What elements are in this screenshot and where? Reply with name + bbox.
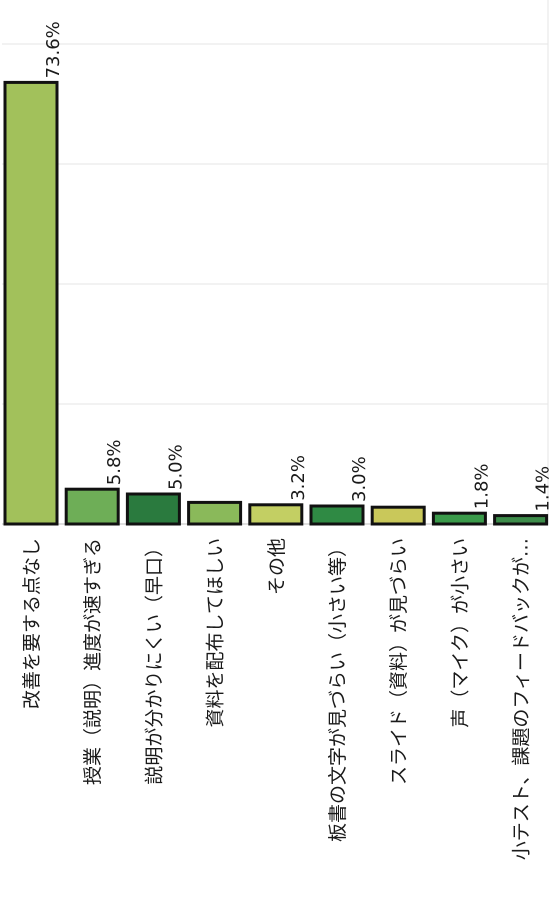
bar [248, 503, 304, 526]
bar [431, 511, 487, 526]
bar [493, 514, 549, 526]
category-label: 説明が分かりにくい（早口） [143, 538, 165, 785]
value-label: 3.2% [288, 455, 309, 501]
category-label: スライド（資料）が見づらい [388, 538, 410, 785]
value-label: 1.8% [471, 463, 492, 509]
category-label: 小テスト、課題のフィードバックが… [511, 538, 533, 860]
gridlines [2, 0, 549, 525]
category-label: 資料を配布してほしい [205, 538, 227, 727]
category-label: 声（マイク）が小さい [449, 538, 471, 728]
value-labels: 73.6% 5.8% 5.0% 3.2% 3.0% 1.8% 1.4% [43, 21, 554, 511]
category-label: 板書の文字が見づらい（小さい等） [327, 538, 349, 842]
value-label: 5.8% [104, 439, 125, 485]
category-label: その他 [266, 538, 288, 595]
category-label: 授業（説明）進度が速すぎる [82, 538, 104, 785]
bars [3, 80, 549, 526]
bar [64, 487, 120, 526]
bar [125, 492, 181, 526]
value-label: 5.0% [165, 444, 186, 490]
bar [370, 505, 426, 526]
bar [3, 80, 59, 526]
bar [187, 500, 243, 526]
category-labels: 改善を要する点なし 授業（説明）進度が速すぎる 説明が分かりにくい（早口） 資料を配布… [21, 538, 533, 860]
category-label: 改善を要する点なし [21, 538, 43, 709]
value-label: 73.6% [43, 21, 64, 78]
value-label: 1.4% [533, 466, 554, 512]
bar [309, 504, 365, 526]
value-label: 3.0% [349, 456, 370, 502]
